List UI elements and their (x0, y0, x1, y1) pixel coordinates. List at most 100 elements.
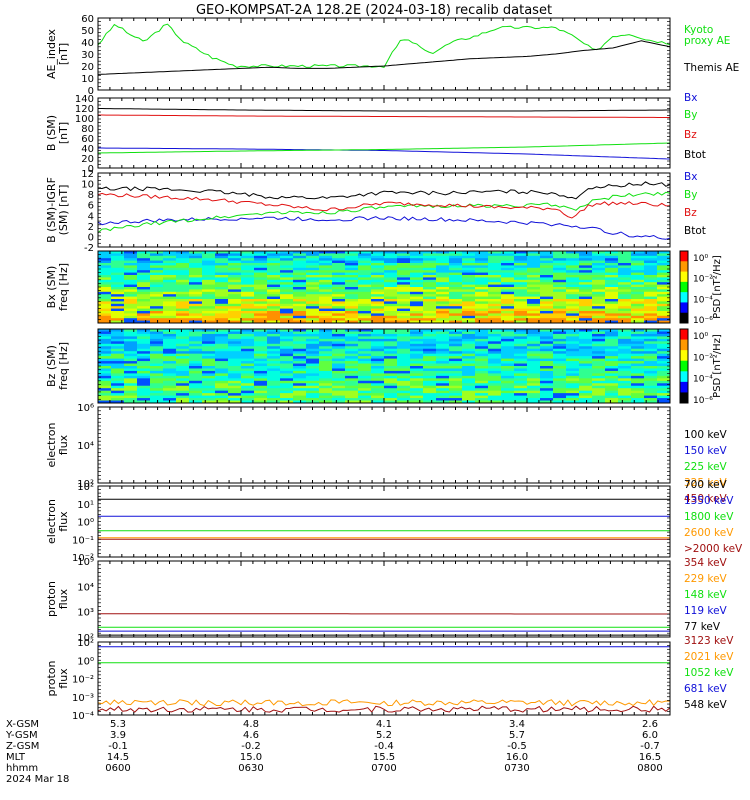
heatmap-cell (566, 363, 580, 367)
heatmap-cell (345, 291, 359, 295)
heatmap-cell (410, 275, 424, 278)
heatmap-cell (514, 390, 528, 394)
heatmap-cell (501, 296, 515, 300)
heatmap-cell (514, 373, 528, 377)
heatmap-cell (488, 313, 502, 317)
heatmap-cell (657, 287, 671, 290)
heatmap-cell (657, 395, 671, 399)
heatmap-cell (462, 368, 476, 372)
heatmap-cell (150, 313, 164, 317)
legend-entry: Kyoto (684, 24, 713, 36)
heatmap-cell (163, 253, 177, 257)
heatmap-cell (657, 375, 671, 379)
heatmap-cell (150, 348, 164, 352)
heatmap-cell (501, 368, 515, 372)
heatmap-cell (579, 348, 593, 352)
x-axis-row-label: X-GSM (6, 719, 39, 730)
heatmap-cell (371, 338, 385, 342)
heatmap-cell (384, 388, 398, 392)
heatmap-cell (462, 279, 476, 283)
heatmap-cell (254, 358, 268, 362)
heatmap-cell (176, 313, 190, 317)
heatmap-cell (254, 373, 268, 377)
heatmap-cell (293, 308, 307, 312)
heatmap-cell (605, 348, 619, 352)
heatmap-cell (566, 378, 580, 382)
heatmap-cell (423, 287, 437, 290)
heatmap-cell (163, 336, 177, 340)
heatmap-cell (436, 336, 450, 340)
heatmap-cell (332, 370, 346, 374)
heatmap-cell (423, 341, 437, 345)
heatmap-cell (657, 291, 671, 295)
heatmap-cell (449, 351, 463, 355)
heatmap-cell (475, 299, 489, 302)
heatmap-cell (267, 291, 281, 295)
heatmap-cell (436, 380, 450, 384)
heatmap-cell (449, 291, 463, 295)
heatmap-cell (98, 368, 112, 372)
heatmap-cell (514, 351, 528, 355)
colorbar-segment (680, 312, 688, 324)
heatmap-cell (566, 358, 580, 362)
heatmap-cell (436, 306, 450, 309)
heatmap-cell (189, 253, 203, 257)
heatmap-cell (631, 294, 645, 297)
heatmap-cell (501, 260, 515, 264)
heatmap-cell (176, 272, 190, 276)
heatmap-cell (553, 331, 567, 335)
heatmap-cell (189, 343, 203, 347)
heatmap-cell (358, 361, 372, 364)
heatmap-cell (397, 338, 411, 342)
heatmap-cell (163, 333, 177, 337)
heatmap-cell (605, 284, 619, 288)
heatmap-cell (657, 363, 671, 367)
heatmap-cell (202, 331, 216, 335)
heatmap-cell (319, 253, 333, 257)
heatmap-cell (98, 258, 112, 261)
heatmap-cell (657, 353, 671, 357)
heatmap-cell (501, 258, 515, 261)
heatmap-cell (98, 370, 112, 374)
heatmap-cell (527, 265, 541, 269)
heatmap-cell (345, 373, 359, 377)
heatmap-cell (202, 378, 216, 382)
heatmap-cell (605, 329, 619, 332)
heatmap-cell (254, 395, 268, 399)
heatmap-cell (189, 338, 203, 342)
heatmap-cell (618, 356, 632, 359)
heatmap-cell (436, 400, 450, 404)
heatmap-cell (462, 361, 476, 364)
heatmap-cell (176, 265, 190, 269)
heatmap-cell (423, 400, 437, 404)
heatmap-cell (163, 346, 177, 350)
heatmap-cell (436, 282, 450, 285)
heatmap-cell (306, 294, 320, 297)
colorbar-tick-label: 10⁻² (693, 275, 713, 285)
heatmap-cell (501, 338, 515, 342)
heatmap-cell (150, 329, 164, 332)
heatmap-cell (111, 272, 125, 276)
heatmap-cell (566, 333, 580, 337)
heatmap-cell (462, 318, 476, 321)
y-tick-label: 2 (88, 222, 94, 233)
panel-frame (97, 485, 671, 558)
heatmap-cell (319, 270, 333, 273)
heatmap-cell (280, 331, 294, 335)
heatmap-cell (410, 333, 424, 337)
heatmap-cell (501, 380, 515, 384)
heatmap-cell (358, 368, 372, 372)
heatmap-cell (267, 251, 281, 254)
y-axis-label: flux (57, 588, 70, 609)
heatmap-cell (384, 306, 398, 309)
heatmap-cell (488, 373, 502, 377)
heatmap-cell (202, 348, 216, 352)
heatmap-cell (280, 373, 294, 377)
heatmap-cell (332, 368, 346, 372)
heatmap-cell (579, 370, 593, 374)
heatmap-cell (644, 315, 658, 319)
heatmap-cell (358, 267, 372, 271)
heatmap-cell (527, 311, 541, 314)
heatmap-cell (618, 385, 632, 389)
